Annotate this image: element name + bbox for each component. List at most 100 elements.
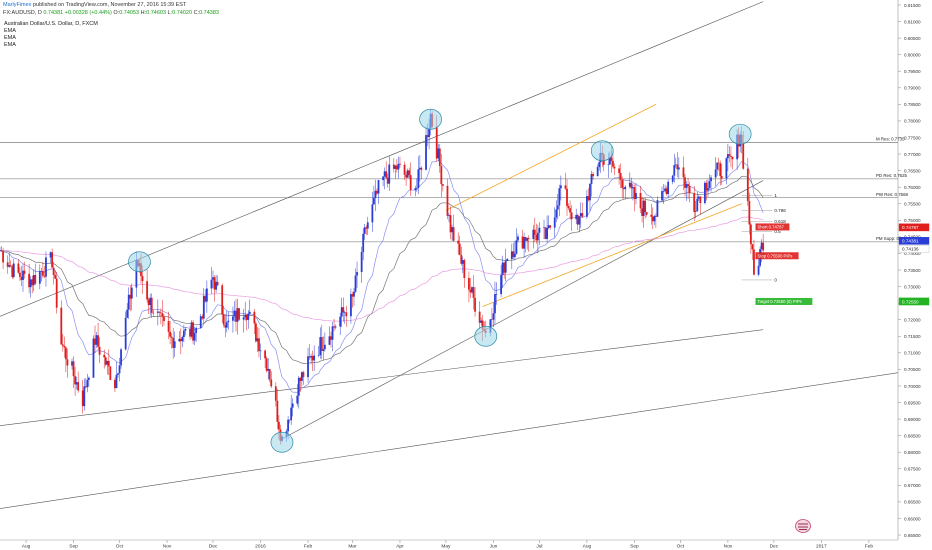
candle-bear xyxy=(386,177,389,184)
candle-bear xyxy=(720,176,723,179)
candle-bear xyxy=(342,307,345,313)
price-tick-label: 0.72000 xyxy=(904,317,921,322)
candle-bear xyxy=(189,329,191,337)
candle-bear xyxy=(633,187,636,199)
ema-indicator-label[interactable]: EMA xyxy=(4,35,16,41)
price-tick-label: 0.81500 xyxy=(904,3,921,8)
trade-label-box xyxy=(755,297,813,305)
candle-bull xyxy=(414,188,417,190)
time-tick-label: 2016 xyxy=(255,544,266,550)
price-axis-marker xyxy=(898,245,930,253)
candle-bull xyxy=(480,320,483,323)
candle-bear xyxy=(224,324,227,328)
price-tick-label: 0.69500 xyxy=(904,400,921,405)
candle-bull xyxy=(156,311,159,313)
candle-bull xyxy=(664,188,666,192)
candle-bull xyxy=(300,372,303,381)
candle-bear xyxy=(420,167,423,170)
candle-bear xyxy=(549,225,552,228)
candle-bull xyxy=(307,356,309,378)
candle-bear xyxy=(276,400,279,422)
candle-bull xyxy=(322,349,325,351)
ema-indicator-label[interactable]: EMA xyxy=(4,28,16,34)
candle-bull xyxy=(635,192,637,199)
candle-bull xyxy=(555,209,558,218)
price-tick-label: 0.73500 xyxy=(904,268,921,273)
candle-bear xyxy=(54,274,57,279)
candle-bear xyxy=(51,252,54,268)
ema-indicator-label[interactable]: EMA xyxy=(4,42,16,48)
candle-bear xyxy=(204,295,207,302)
high-value: 0.74603 xyxy=(146,10,167,16)
candle-bear xyxy=(299,377,302,381)
candle-bull xyxy=(12,263,15,278)
candle-bull xyxy=(671,175,674,182)
candle-bear xyxy=(682,167,685,178)
candle-bull xyxy=(437,148,440,159)
candle-bear xyxy=(399,163,401,165)
candle-bull xyxy=(115,374,118,389)
candle-bear xyxy=(717,162,720,164)
candle-bull xyxy=(674,164,677,166)
candle-bear xyxy=(435,126,438,159)
candle-bull xyxy=(578,216,581,225)
candle-bear xyxy=(478,311,481,323)
publisher-name[interactable]: MarlyFimex xyxy=(3,2,32,8)
candle-bull xyxy=(267,368,270,371)
candle-bull xyxy=(40,271,43,272)
candle-bear xyxy=(641,208,643,216)
candle-bear xyxy=(81,390,84,407)
candle-bull xyxy=(353,291,355,297)
candle-bear xyxy=(330,336,332,340)
candle-bear xyxy=(129,294,132,299)
candle-bear xyxy=(403,164,406,175)
candle-bear xyxy=(28,273,31,288)
candle-bull xyxy=(106,360,109,365)
time-tick-label: Aug xyxy=(22,544,31,550)
candle-bull xyxy=(374,190,377,199)
candle-bull xyxy=(354,275,357,292)
candle-bull xyxy=(710,177,712,182)
candle-bear xyxy=(639,192,642,209)
candle-bear xyxy=(94,338,96,345)
candle-bear xyxy=(238,308,240,320)
candle-bull xyxy=(506,258,509,262)
candle-bear xyxy=(0,250,3,252)
candle-bear xyxy=(762,242,765,251)
candle-bull xyxy=(415,187,418,189)
candle-bull xyxy=(589,183,591,201)
candle-bull xyxy=(736,134,738,160)
candle-bull xyxy=(212,277,214,280)
candle-bull xyxy=(215,281,217,290)
candle-bull xyxy=(553,217,556,228)
candle-bull xyxy=(227,320,230,323)
candle-bear xyxy=(753,249,755,275)
candle-bear xyxy=(385,171,388,178)
candle-bull xyxy=(510,251,513,259)
candle-bull xyxy=(607,164,610,166)
price-tick-label: 0.68500 xyxy=(904,433,921,438)
candle-bear xyxy=(472,287,475,298)
time-tick-label: Oct xyxy=(116,544,124,550)
trade-label-box xyxy=(755,223,790,231)
candle-bull xyxy=(210,279,213,289)
candle-bear xyxy=(742,143,745,169)
high-label: H: xyxy=(140,10,147,16)
time-tick-label: Oct xyxy=(677,544,685,550)
candle-bull xyxy=(319,337,322,356)
candle-bear xyxy=(474,297,476,312)
price-tick-label: 0.78500 xyxy=(904,102,921,107)
candle-bull xyxy=(363,227,366,234)
price-tick-label: 0.66500 xyxy=(904,500,921,505)
price-tick-label: 0.76500 xyxy=(904,168,921,173)
candle-bear xyxy=(179,338,182,342)
price-tick-label: 0.73000 xyxy=(904,284,921,289)
channel-line xyxy=(482,203,742,307)
candle-bear xyxy=(612,160,614,167)
candle-bear xyxy=(535,234,538,241)
candle-bull xyxy=(135,260,138,288)
time-tick-label: Mar xyxy=(348,544,357,550)
publish-info: MarlyFimex published on TradingView.com,… xyxy=(3,2,186,8)
